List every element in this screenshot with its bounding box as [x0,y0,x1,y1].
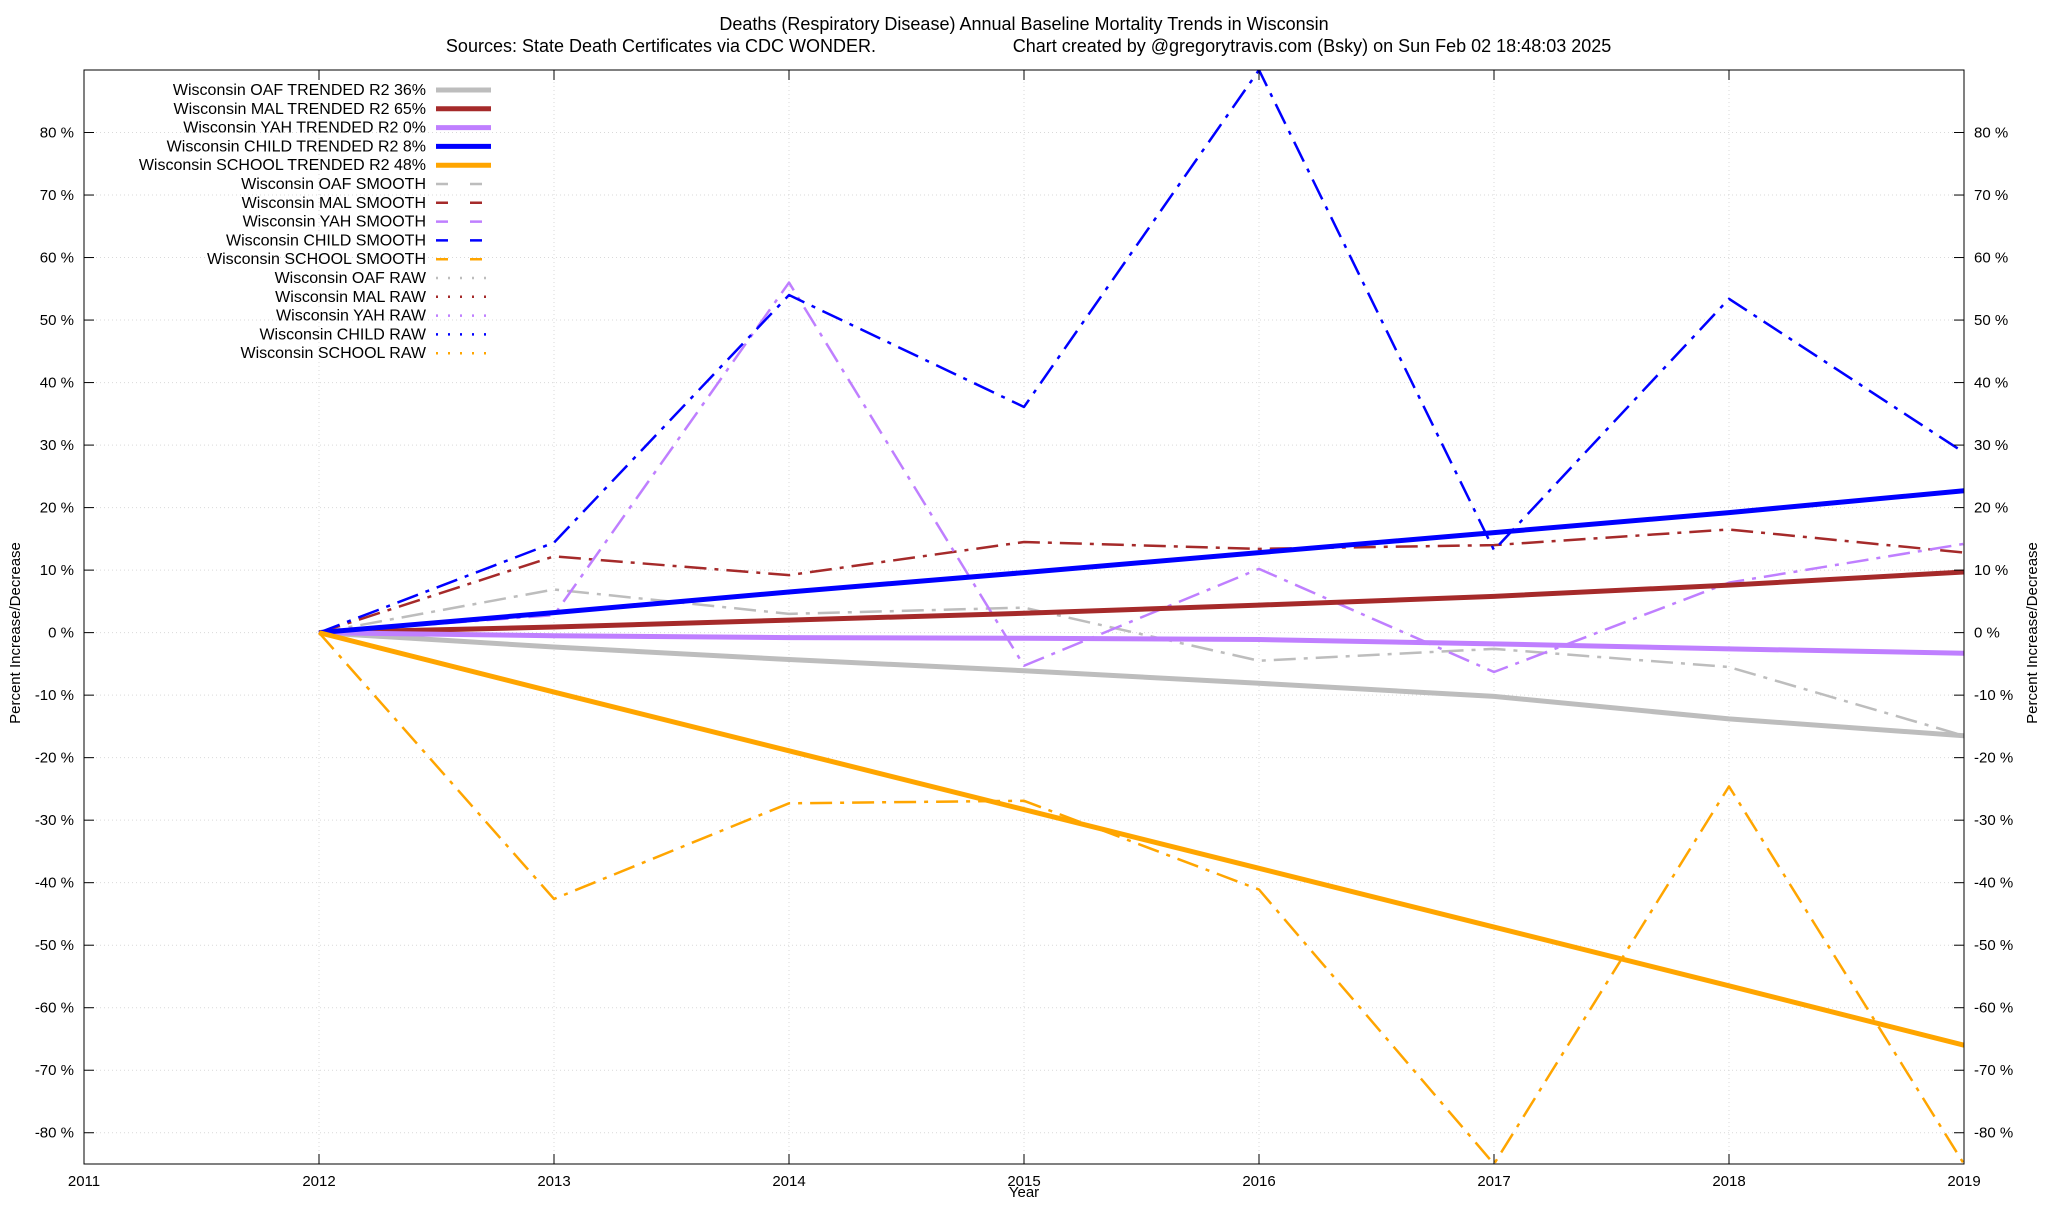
y-tick-label: -40 % [35,875,74,892]
x-tick-label: 2018 [1712,1173,1745,1190]
x-axis-label: Year [1009,1184,1039,1200]
series-line-wisconsin-oaf-smooth [318,588,1964,737]
y-tick-label-right: -50 % [1974,937,2013,954]
y-tick-label: 30 % [40,437,74,454]
series-line-wisconsin-school-smooth [318,631,1964,1164]
y-tick-label-right: 70 % [1974,187,2008,204]
y-tick-label-right: 40 % [1974,375,2008,392]
y-tick-label: 10 % [40,562,74,579]
y-tick-label-right: -20 % [1974,750,2013,767]
y-tick-label: -10 % [35,687,74,704]
y-tick-label-right: -40 % [1974,875,2013,892]
y-tick-label: -20 % [35,750,74,767]
y-tick-label-right: 80 % [1974,125,2008,142]
legend: Wisconsin OAF TRENDED R2 36% Wisconsin MA… [139,82,491,362]
y-tick-label: 80 % [40,125,74,142]
legend-label: Wisconsin SCHOOL TRENDED R2 48% [139,157,426,174]
x-tick-label: 2015 [1007,1173,1040,1190]
y-axis-label-right: Percent Increase/Decrease [2024,542,2041,724]
y-tick-label: -30 % [35,812,74,829]
y-tick-label-right: -70 % [1974,1062,2013,1079]
x-tick-label: 2014 [772,1173,805,1190]
chart-subtitle-left: Sources: State Death Certificates via CD… [446,36,876,56]
y-tick-label: -80 % [35,1125,74,1142]
series-line-wisconsin-yah-trended-r2-0 [318,630,1964,656]
y-tick-label-right: -80 % [1974,1125,2013,1142]
chart-title: Deaths (Respiratory Disease) Annual Base… [719,14,1328,34]
chart-subtitle-right: Chart created by @gregorytravis.com (Bsk… [1013,36,1612,56]
legend-label: Wisconsin OAF TRENDED R2 36% [173,82,426,99]
legend-label: Wisconsin MAL SMOOTH [242,195,426,212]
y-tick-label: 50 % [40,312,74,329]
y-tick-label-right: 10 % [1974,562,2008,579]
x-tick-label: 2013 [537,1173,570,1190]
series-line-wisconsin-yah-smooth [318,281,1964,674]
legend-label: Wisconsin SCHOOL RAW [240,345,426,362]
series-line-wisconsin-mal-trended-r2-65 [318,569,1964,636]
series-line-wisconsin-child-smooth [318,70,1964,634]
y-tick-label-right: -30 % [1974,812,2013,829]
y-tick-label-right: 60 % [1974,250,2008,267]
legend-label: Wisconsin OAF SMOOTH [241,176,426,193]
y-axis-label-left: Percent Increase/Decrease [7,542,24,724]
legend-label: Wisconsin CHILD TRENDED R2 8% [167,138,426,155]
y-tick-label: -70 % [35,1062,74,1079]
y-tick-label: 70 % [40,187,74,204]
y-tick-label-right: 0 % [1974,625,2000,642]
y-tick-label-right: 50 % [1974,312,2008,329]
y-tick-label: 40 % [40,375,74,392]
legend-label: Wisconsin SCHOOL SMOOTH [207,251,426,268]
x-tick-label: 2012 [302,1173,335,1190]
legend-label: Wisconsin CHILD SMOOTH [226,232,426,249]
legend-label: Wisconsin MAL RAW [275,289,427,306]
y-tick-label-right: 20 % [1974,500,2008,517]
y-tick-label: 0 % [48,625,74,642]
y-tick-label: 20 % [40,500,74,517]
y-tick-label-right: -60 % [1974,1000,2013,1017]
series-line-wisconsin-school-trended-r2-48 [318,630,1964,1048]
x-tick-label: 2011 [68,1173,100,1190]
x-tick-label: 2019 [1947,1173,1980,1190]
y-tick-label: 60 % [40,250,74,267]
y-tick-label: -60 % [35,1000,74,1017]
x-tick-label: 2017 [1477,1173,1510,1190]
series-line-wisconsin-oaf-trended-r2-36 [318,630,1964,739]
legend-label: Wisconsin YAH TRENDED R2 0% [183,120,426,137]
series-line-wisconsin-child-trended-r2-8 [318,488,1964,636]
y-tick-label-right: 30 % [1974,437,2008,454]
legend-label: Wisconsin YAH SMOOTH [243,214,426,231]
series-line-wisconsin-mal-smooth [318,528,1964,634]
legend-label: Wisconsin OAF RAW [275,270,427,287]
legend-label: Wisconsin YAH RAW [276,308,427,325]
y-tick-label-right: -10 % [1974,687,2013,704]
plot-frame [83,69,1965,1165]
axes-layer: -80 % -80 % -70 % -70 % -60 % -60 % -50 % -50 %… [35,69,2013,1190]
series-layer [318,70,1964,1164]
y-tick-label: -50 % [35,937,74,954]
legend-label: Wisconsin CHILD RAW [259,326,426,343]
legend-label: Wisconsin MAL TRENDED R2 65% [173,101,426,118]
x-tick-label: 2016 [1242,1173,1275,1190]
